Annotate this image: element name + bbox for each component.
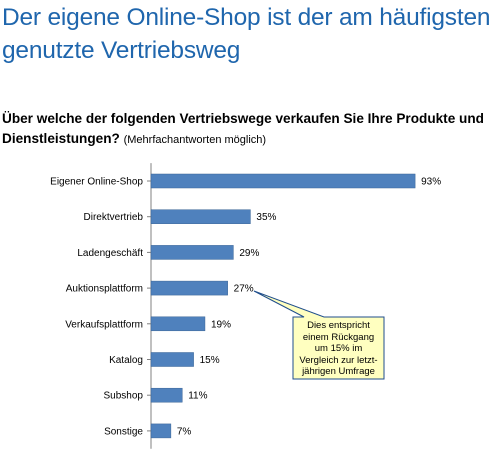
chart-axis — [147, 163, 152, 449]
category-label: Auktionsplattform — [66, 284, 143, 295]
value-label: 27% — [234, 284, 254, 295]
bar — [150, 209, 251, 224]
bar — [150, 387, 183, 403]
callout-box — [253, 290, 385, 380]
callout-shape — [253, 290, 385, 380]
value-label: 15% — [200, 355, 220, 366]
bar — [150, 423, 172, 439]
title-line-1: Der eigene Online-Shop ist der am häufig… — [2, 4, 491, 31]
category-label: Ladengeschäft — [77, 248, 143, 259]
category-label: Eigener Online-Shop — [50, 177, 143, 188]
value-label: 29% — [239, 248, 259, 259]
category-label: Verkaufsplattform — [65, 319, 143, 330]
chart-bars: Eigener Online-Shop 93% Direktvertrieb 35% L… — [50, 173, 441, 439]
value-label: 7% — [177, 426, 192, 437]
question-text: Über welche der folgenden Vertriebswege … — [2, 111, 484, 146]
category-label: Direktvertrieb — [84, 212, 144, 223]
bar — [150, 352, 194, 367]
callout-note: Dies entspricht einem Rückgang um 15% im… — [299, 320, 378, 377]
title-line-2: genutzte Vertriebsweg — [2, 37, 241, 64]
category-label: Sonstige — [104, 426, 143, 437]
bar — [150, 173, 416, 189]
value-label: 19% — [211, 319, 231, 330]
category-label: Katalog — [109, 355, 143, 366]
value-label: 93% — [421, 177, 441, 188]
value-label: 11% — [188, 391, 207, 402]
bar — [150, 280, 228, 296]
value-label: 35% — [256, 212, 276, 223]
question-note: (Mehrfachantworten möglich) — [123, 134, 267, 146]
bar — [150, 245, 234, 260]
bar — [150, 316, 206, 332]
category-label: Subshop — [104, 391, 144, 402]
survey-question: Über welche der folgenden Vertriebswege … — [2, 109, 500, 150]
page-title: Der eigene Online-Shop ist der am häufig… — [2, 1, 498, 67]
